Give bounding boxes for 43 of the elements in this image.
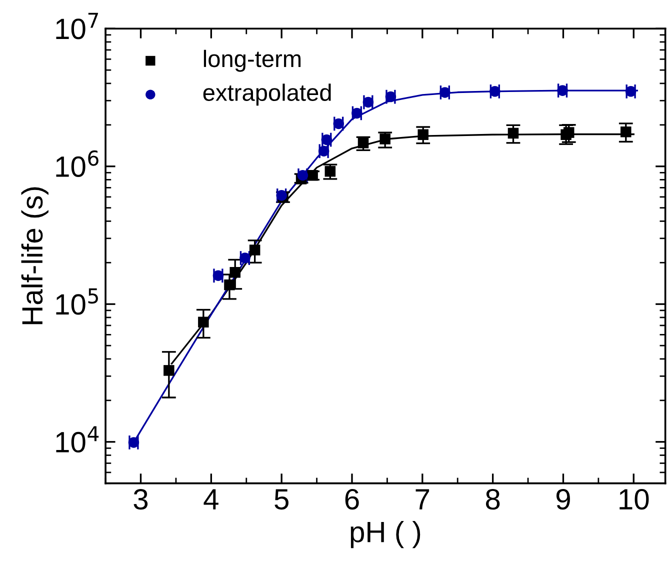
point	[352, 108, 362, 119]
point	[490, 86, 500, 97]
point	[307, 170, 318, 181]
x-tick-label: 5	[274, 489, 288, 510]
point	[321, 134, 332, 146]
point	[380, 134, 390, 144]
point	[557, 85, 568, 96]
point	[224, 279, 235, 290]
legend-label: extrapolated	[203, 84, 331, 106]
x-tick-label: 8	[486, 488, 500, 510]
point	[318, 146, 330, 156]
legend-label: long-term	[204, 50, 301, 72]
point	[418, 129, 428, 140]
point	[620, 126, 632, 138]
point	[358, 138, 369, 148]
y-axis-title: Half-life (s)	[21, 187, 48, 324]
y-tick-label: 10$^{6}$	[56, 150, 98, 177]
point	[333, 118, 344, 130]
y-tick-label: 10$^{7}$	[56, 12, 98, 40]
point	[230, 266, 240, 278]
point	[198, 316, 209, 328]
point	[212, 270, 224, 281]
point	[297, 170, 308, 181]
y-tick-label: 10$^{5}$	[56, 288, 98, 315]
point	[385, 91, 396, 102]
x-tick-label: 10	[620, 488, 649, 510]
point	[249, 244, 260, 256]
point	[563, 127, 574, 138]
x-tick-label: 7	[416, 489, 430, 510]
point	[128, 437, 140, 448]
point	[362, 96, 374, 108]
point	[240, 252, 250, 264]
x-tick-label: 4	[204, 489, 218, 510]
point	[164, 365, 174, 376]
point	[625, 86, 636, 97]
x-tick-label: 6	[345, 488, 359, 510]
y-tick-label: 10$^{4}$	[56, 426, 99, 453]
point	[508, 128, 519, 139]
x-tick-label: 3	[134, 488, 148, 510]
x-axis-title: pH ( )	[350, 520, 420, 548]
x-tick-label: 9	[556, 488, 570, 510]
point	[440, 87, 450, 98]
point	[324, 166, 336, 177]
